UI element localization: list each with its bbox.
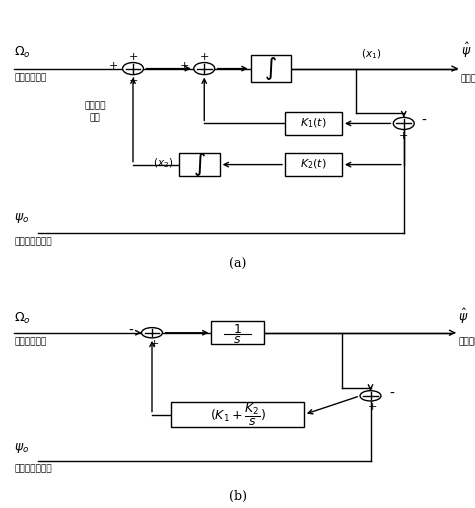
Text: $\Omega_o$: $\Omega_o$ (14, 45, 31, 60)
Text: +: + (128, 76, 138, 86)
Text: 倾角计信号输出: 倾角计信号输出 (14, 465, 52, 474)
Text: $\Omega_o$: $\Omega_o$ (14, 310, 31, 326)
Bar (180, 153, 219, 176)
Text: (b): (b) (228, 490, 247, 503)
Circle shape (393, 117, 414, 130)
Bar (211, 321, 264, 344)
Text: +: + (180, 61, 189, 72)
Text: $\hat{\psi}$: $\hat{\psi}$ (458, 307, 469, 326)
Text: 倾角计信号输出: 倾角计信号输出 (14, 237, 52, 246)
Text: +: + (150, 339, 159, 348)
Bar (285, 153, 342, 176)
Text: $\psi_o$: $\psi_o$ (14, 211, 29, 226)
Text: +: + (200, 51, 209, 61)
Text: -: - (389, 387, 394, 400)
Text: 倾角估计: 倾角估计 (461, 74, 475, 83)
Text: $\psi_o$: $\psi_o$ (14, 441, 29, 455)
Circle shape (123, 62, 143, 75)
Text: 陀螺信号输出: 陀螺信号输出 (14, 74, 47, 82)
Text: (a): (a) (229, 258, 246, 271)
Text: +: + (399, 131, 408, 141)
Text: $(x_2)$: $(x_2)$ (153, 156, 174, 170)
Text: $1$: $1$ (233, 324, 242, 336)
Text: 估计: 估计 (90, 113, 100, 122)
Text: +: + (108, 61, 118, 72)
Text: $K_1(t)$: $K_1(t)$ (300, 117, 327, 130)
Text: -: - (129, 324, 133, 337)
Text: +: + (128, 51, 138, 61)
Bar (171, 402, 304, 427)
Text: $\int$: $\int$ (264, 55, 277, 82)
Text: +: + (368, 402, 378, 412)
Text: $\int$: $\int$ (193, 151, 206, 178)
Text: 陀螺信号输出: 陀螺信号输出 (14, 337, 47, 346)
Text: -: - (421, 114, 426, 128)
Text: $K_2(t)$: $K_2(t)$ (300, 158, 327, 171)
Text: $s$: $s$ (233, 333, 242, 346)
Text: 陀螺零偏: 陀螺零偏 (84, 101, 106, 110)
Text: $(x_1)$: $(x_1)$ (361, 47, 381, 61)
Text: $\hat{\psi}$: $\hat{\psi}$ (461, 41, 471, 60)
Bar (285, 112, 342, 135)
Text: $(K_1+\dfrac{K_2}{s})$: $(K_1+\dfrac{K_2}{s})$ (209, 401, 266, 428)
Circle shape (360, 391, 381, 401)
Circle shape (142, 328, 162, 338)
Circle shape (194, 62, 215, 75)
Bar (251, 55, 291, 82)
Text: 倾角估计: 倾角估计 (458, 337, 475, 346)
